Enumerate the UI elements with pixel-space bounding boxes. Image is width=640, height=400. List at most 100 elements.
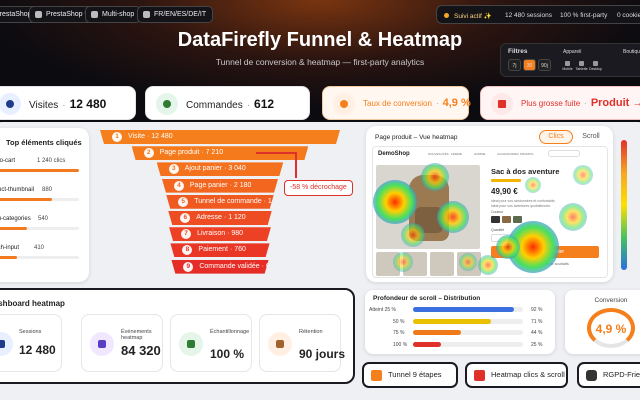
kpi-separator: · <box>584 99 587 108</box>
heat-spot <box>393 252 413 272</box>
click-element-name: add-to-cart <box>0 158 16 164</box>
scroll-value: 44 % <box>531 330 543 336</box>
funnel-step-value: 12 480 <box>151 133 173 140</box>
product-description: Idéal pour vos randonnées et confortable… <box>491 199 556 208</box>
funnel-step-value: 7 210 <box>205 149 224 157</box>
scroll-depth-card: Profondeur de scroll – Distribution Attei… <box>365 290 555 354</box>
heat-spot <box>373 180 417 224</box>
platform-badge: Multi-shop <box>85 6 142 23</box>
stat-value: 84 320 <box>121 343 161 358</box>
conversion-title: Conversion <box>594 297 628 304</box>
click-element-name: search-input <box>0 245 20 251</box>
shop-nav-item[interactable]: HOMME <box>474 152 486 156</box>
scroll-depth-title: Profondeur de scroll – Distribution <box>373 295 481 302</box>
feature-badge: Tunnel 9 étapes <box>362 362 458 388</box>
device-label: Appareil <box>563 49 582 55</box>
device-button[interactable]: Desktop <box>589 59 602 73</box>
dashboard-panel: Dashboard heatmap Sessions 12 480 Événement… <box>0 288 355 384</box>
scroll-value: 25 % <box>531 341 543 348</box>
funnel-separator: · <box>221 214 229 221</box>
heat-spot <box>459 253 477 271</box>
heatmap-tab[interactable]: Clics <box>539 130 573 144</box>
funnel-text: Adresse · 1 120 <box>196 214 245 221</box>
period-button[interactable]: 7j <box>508 59 521 71</box>
funnel-step-value: 2 180 <box>233 181 252 189</box>
kpi-separator: · <box>435 99 439 108</box>
funnel-text: Livraison · 980 <box>197 230 243 237</box>
scroll-bar <box>413 341 441 347</box>
kpi-value: 612 <box>254 97 275 111</box>
funnel-rank: 1 <box>115 133 119 140</box>
scroll-label: Atteint 25 % <box>369 307 396 313</box>
feature-badge: RGPD-Friendly <box>577 362 640 388</box>
feature-icon <box>371 370 382 381</box>
page-title: DataFirefly Funnel & Heatmap <box>177 29 463 51</box>
funnel-separator: · <box>145 133 152 140</box>
product-name: Sac à dos aventure <box>491 167 560 176</box>
heat-spot <box>525 177 541 193</box>
kpi-label: Commandes <box>186 100 243 111</box>
status-pill: Suivi actif ✨ 12 480 sessions 100 % first-… <box>436 5 640 24</box>
gauge-ring <box>587 308 635 348</box>
funnel-text: Ajout panier · 3 040 <box>185 165 246 172</box>
scroll-bar <box>413 330 462 335</box>
funnel-step-name: Paiement <box>198 246 228 254</box>
click-count: 1 240 clics <box>37 158 66 164</box>
shop-nav-item[interactable]: ACCESSOIRES <box>497 152 519 156</box>
shop-nav-item[interactable]: FEMME <box>451 152 462 156</box>
period-button[interactable]: 30 <box>523 59 536 71</box>
status-item: 100 % first-party <box>560 12 608 19</box>
device-icon <box>593 61 598 66</box>
stat-card: Échantillonnage 100 % <box>170 314 252 372</box>
device-button[interactable]: Tablette <box>575 59 588 73</box>
scroll-value: 92 % <box>531 307 543 313</box>
shop-nav-item[interactable]: NOUVEAUTÉS <box>428 152 449 156</box>
funnel-step-name: Adresse <box>196 214 222 221</box>
kpi-card: Visites · 12 480 <box>0 86 136 120</box>
funnel-step-name: Tunnel de commande <box>194 197 262 205</box>
click-bar-track <box>0 227 79 230</box>
scroll-bar <box>413 318 492 324</box>
funnel-rank: 9 <box>186 262 191 270</box>
click-bar <box>0 169 79 172</box>
scroll-bar-track <box>413 330 523 335</box>
feature-icon <box>474 370 485 381</box>
badge-icon <box>91 11 98 18</box>
stat-icon-glyph <box>276 340 284 348</box>
kpi-line: Plus grosse fuite·Produit → Panier <box>521 97 640 109</box>
kpi-label: Plus grosse fuite <box>521 99 581 108</box>
kpi-card: Commandes · 612 <box>145 86 310 120</box>
period-button[interactable]: 90j <box>538 59 551 71</box>
funnel-step: 7 Livraison · 980 <box>169 227 271 241</box>
kpi-value: 12 480 <box>69 97 107 111</box>
badge-icon <box>35 11 42 18</box>
drop-off-annotation: -58 % décrochage <box>284 180 353 196</box>
shop-label: Boutique <box>623 49 640 55</box>
kpi-card: Plus grosse fuite·Produit → Panier <box>480 86 640 120</box>
funnel-rank-circle <box>174 181 184 191</box>
shop-nav-item[interactable]: PROMOS <box>520 152 534 156</box>
click-element-name: product-thumbnail <box>0 187 35 193</box>
device-button[interactable]: Mobile <box>561 59 574 73</box>
funnel-step-name: Visite <box>128 133 145 140</box>
status-item: 12 480 sessions <box>505 12 552 19</box>
heat-spot <box>421 163 449 191</box>
stat-value: 12 480 <box>19 343 56 357</box>
heat-spot <box>559 203 587 231</box>
scroll-bar-track <box>413 341 523 347</box>
top-clicks-card: Top éléments cliqués add-to-cart 1 240 cli… <box>0 128 89 282</box>
funnel-rank-circle <box>182 245 192 255</box>
filters-title: Filtres <box>508 48 528 55</box>
stat-icon-glyph <box>98 340 106 348</box>
funnel-text: Visite · 12 480 <box>128 133 173 140</box>
platform-badge: PrestaShop 9 <box>29 6 96 23</box>
funnel-text: Page panier · 2 180 <box>190 182 252 189</box>
feature-badge: Heatmap clics & scroll <box>465 362 568 388</box>
funnel-separator: · <box>225 230 232 238</box>
click-count: 540 <box>38 216 49 222</box>
scroll-label: 50 % <box>393 318 405 325</box>
kpi-value: 4,9 % <box>442 97 471 109</box>
heatmap-tab[interactable]: Scroll <box>582 133 600 140</box>
scroll-label: 75 % <box>393 330 405 336</box>
